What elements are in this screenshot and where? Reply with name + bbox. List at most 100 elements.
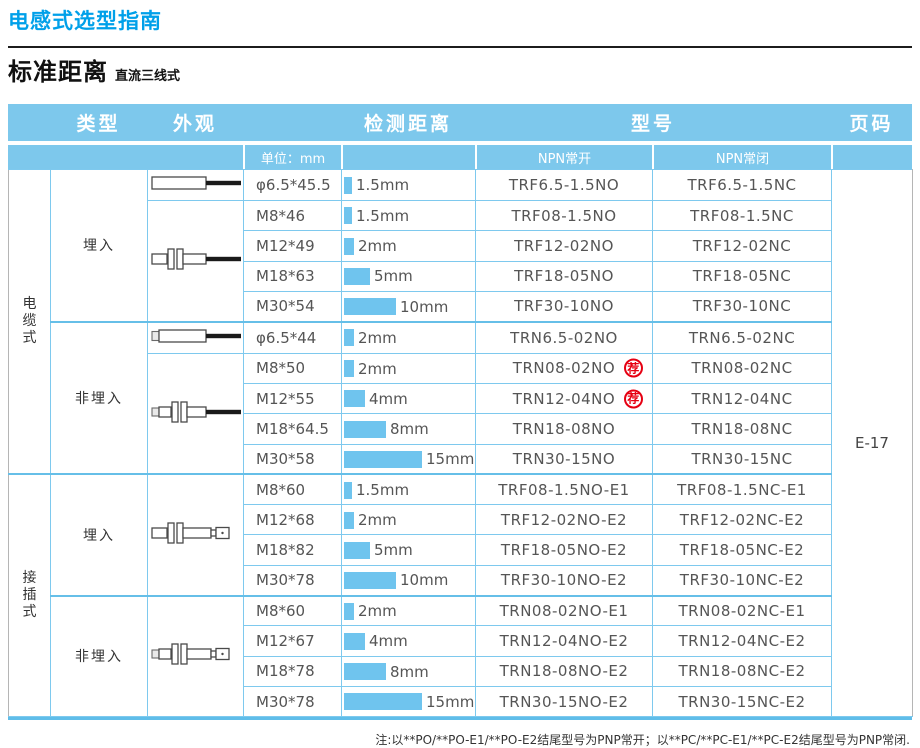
distance-label: 1.5mm xyxy=(356,176,410,195)
distance-bar xyxy=(344,571,396,589)
size-cell: M30*58 xyxy=(243,443,342,475)
model-npn-no-cell: TRN30-15NO-E2 xyxy=(475,685,653,718)
size-cell: M12*68 xyxy=(243,504,342,536)
distance-label: 10mm xyxy=(400,571,449,590)
table-row: 非埋入 φ6.5*44 2mm TRN6.5-02NO TRN6.5-02NC xyxy=(9,320,913,475)
table-row: M12*49 2mm TRF12-02NO TRF12-02NC xyxy=(9,230,913,262)
model-npn-no-label: TRN12-04NO-E2 xyxy=(499,632,629,650)
table-body: 电缆式埋入 φ6.5*45.5 1.5mm TRF6.5-1.5NO TRF6.5-1.… xyxy=(8,168,913,718)
distance-label: 15mm xyxy=(426,692,475,711)
model-npn-no-label: TRN18-08NO-E2 xyxy=(499,662,629,681)
header-appearance: 外观 xyxy=(172,113,217,135)
table-row: M30*78 15mm TRN30-15NO-E2 TRN30-15NC-E2 xyxy=(9,685,913,718)
distance-label: 10mm xyxy=(400,297,449,316)
model-npn-no-cell: TRF18-05NO-E2 xyxy=(475,534,653,566)
section-title: 标准距离 xyxy=(8,58,108,86)
model-npn-no-label: TRN6.5-02NO xyxy=(510,328,618,347)
subheader-npn-nc: NPN常闭 xyxy=(652,145,831,169)
table-row: M12*55 4mm TRN12-04NO 荐 TRN12-04NC xyxy=(9,382,913,415)
distance-cell: 15mm xyxy=(341,443,476,475)
model-npn-nc-cell: TRN18-08NC-E2 xyxy=(652,655,832,687)
distance-bar xyxy=(344,390,365,408)
header-spacer xyxy=(243,104,341,141)
smooth-cable-drawing-icon xyxy=(151,176,241,190)
distance-cell: 1.5mm xyxy=(341,169,476,201)
model-npn-no-cell: TRF30-10NO-E2 xyxy=(475,564,653,597)
model-npn-no-label: TRN30-15NO-E2 xyxy=(499,692,629,711)
recommended-badge: 荐 xyxy=(624,389,643,409)
mount-cell: 非埋入 xyxy=(50,594,148,718)
model-npn-nc-cell: TRF18-05NC xyxy=(652,260,832,292)
model-npn-no-cell: TRF08-1.5NO xyxy=(475,199,653,232)
distance-bar xyxy=(344,420,386,438)
distance-bar xyxy=(344,693,422,711)
distance-label: 2mm xyxy=(358,602,397,621)
distance-cell: 8mm xyxy=(341,413,476,445)
model-npn-no-cell: TRF12-02NO xyxy=(475,230,653,262)
model-npn-no-cell: TRN18-08NO-E2 xyxy=(475,655,653,687)
table-row: 非埋入 M8*60 2mm TRN08-02NO-E1 TRN08-02NC-E1 xyxy=(9,594,913,718)
distance-label: 8mm xyxy=(390,420,429,439)
distance-bar xyxy=(344,663,386,681)
threaded-connector-drawing-icon xyxy=(151,522,230,544)
size-cell: M18*78 xyxy=(243,655,342,687)
model-npn-nc-cell: TRN18-08NC xyxy=(652,413,832,445)
model-npn-no-label: TRF08-1.5NO xyxy=(511,206,617,225)
sensor-drawing-cell xyxy=(147,594,244,718)
header-distance: 检测距离 xyxy=(363,113,452,135)
distance-cell: 5mm xyxy=(341,534,476,566)
distance-bar xyxy=(344,267,370,285)
smooth-tip-cable-drawing-icon xyxy=(151,329,241,343)
distance-label: 8mm xyxy=(390,662,429,681)
distance-cell: 2mm xyxy=(341,504,476,536)
model-npn-no-cell: TRN18-08NO xyxy=(475,413,653,445)
distance-label: 1.5mm xyxy=(356,206,410,225)
model-npn-no-cell: TRF08-1.5NO-E1 xyxy=(475,473,653,506)
model-npn-nc-cell: TRF18-05NC-E2 xyxy=(652,534,832,566)
distance-bar xyxy=(344,207,352,225)
page-code-cell: E-17 xyxy=(831,168,913,718)
table-row: 接插式埋入 M8*60 1.5mm TRF08-1.5NO-E1 TRF08-1.5NC… xyxy=(8,473,913,718)
distance-cell: 2mm xyxy=(341,352,476,384)
model-npn-no-cell: TRF6.5-1.5NO xyxy=(475,169,653,201)
model-npn-nc-cell: TRN6.5-02NC xyxy=(652,320,832,354)
model-npn-no-label: TRN08-02NO-E1 xyxy=(499,601,629,620)
model-npn-no-cell: TRN30-15NO xyxy=(475,443,653,475)
table-row: 电缆式埋入 φ6.5*45.5 1.5mm TRF6.5-1.5NO TRF6.5-1.… xyxy=(8,168,913,718)
distance-label: 4mm xyxy=(369,632,408,651)
size-cell: M30*78 xyxy=(243,564,342,597)
model-npn-nc-cell: TRF30-10NC-E2 xyxy=(652,564,832,597)
distance-cell: 4mm xyxy=(341,625,476,657)
subheader-unit: 单位：mm xyxy=(243,145,341,169)
page-title: 电感式选型指南 xyxy=(8,9,162,33)
sensor-drawing-cell xyxy=(147,473,244,597)
threaded-cable-drawing-icon xyxy=(151,248,241,270)
mount-cell: 非埋入 xyxy=(50,320,148,475)
type-group-label: 接插式 xyxy=(22,570,37,621)
model-npn-no-label: TRF18-05NO xyxy=(514,267,614,286)
size-cell: M8*60 xyxy=(243,473,342,506)
model-npn-nc-cell: TRF30-10NC xyxy=(652,290,832,323)
header-gap xyxy=(8,141,912,145)
size-cell: M18*63 xyxy=(243,260,342,292)
distance-label: 15mm xyxy=(426,450,475,469)
model-npn-no-label: TRN30-15NO xyxy=(512,449,616,468)
recommended-badge: 荐 xyxy=(624,358,643,378)
model-npn-nc-cell: TRN08-02NC-E1 xyxy=(652,594,832,627)
distance-label: 2mm xyxy=(358,511,397,530)
distance-cell: 5mm xyxy=(341,260,476,292)
distance-label: 5mm xyxy=(374,541,413,560)
size-cell: M8*46 xyxy=(243,199,342,232)
model-npn-no-cell: TRN08-02NO-E1 xyxy=(475,594,653,627)
model-npn-nc-cell: TRF08-1.5NC-E1 xyxy=(652,473,832,506)
selection-table-wrap: 电缆式埋入 φ6.5*45.5 1.5mm TRF6.5-1.5NO TRF6.5-1.… xyxy=(8,168,913,721)
model-npn-nc-cell: TRF6.5-1.5NC xyxy=(652,169,832,201)
distance-bar xyxy=(344,237,354,255)
distance-label: 1.5mm xyxy=(356,481,410,500)
model-npn-no-label: TRF18-05NO-E2 xyxy=(500,541,628,560)
sensor-drawing-cell xyxy=(147,320,244,354)
model-npn-nc-cell: TRF12-02NC xyxy=(652,230,832,262)
table-subheader-row: 单位：mm NPN常开 NPN常闭 xyxy=(8,145,912,169)
distance-bar xyxy=(344,602,354,620)
